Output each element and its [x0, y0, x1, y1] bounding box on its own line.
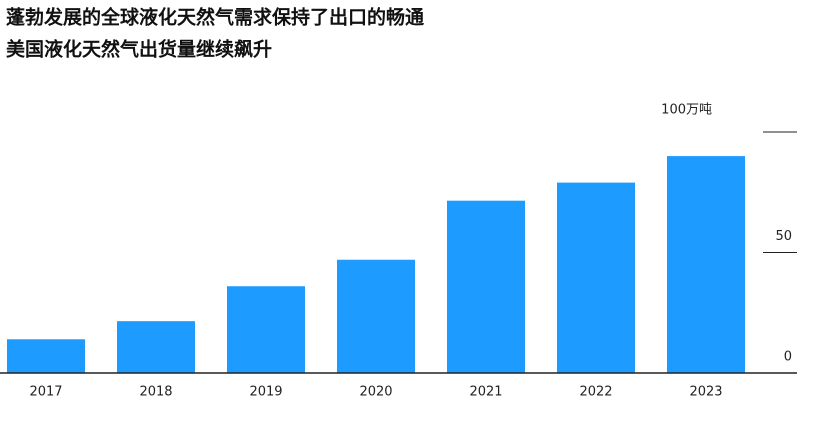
chart-title: 蓬勃发展的全球液化天然气需求保持了出口的畅通: [6, 6, 425, 29]
bar: [447, 200, 525, 373]
bar: [667, 156, 745, 373]
x-tick-label: 2018: [139, 385, 172, 400]
bar: [227, 286, 305, 373]
x-tick-label: 2019: [249, 385, 282, 400]
chart-title: 美国液化天然气出货量继续飙升: [6, 38, 272, 61]
y-tick-label: 0: [784, 350, 792, 365]
y-tick-label: 50: [775, 229, 792, 244]
bar: [117, 321, 195, 373]
bar: [7, 339, 85, 373]
bar: [337, 259, 415, 373]
x-tick-label: 2017: [29, 385, 62, 400]
y-tick-label: 100万吨: [661, 103, 712, 118]
x-tick-label: 2023: [689, 385, 722, 400]
bar: [557, 182, 635, 373]
x-tick-label: 2022: [579, 385, 612, 400]
x-tick-label: 2021: [469, 385, 502, 400]
x-tick-label: 2020: [359, 385, 392, 400]
